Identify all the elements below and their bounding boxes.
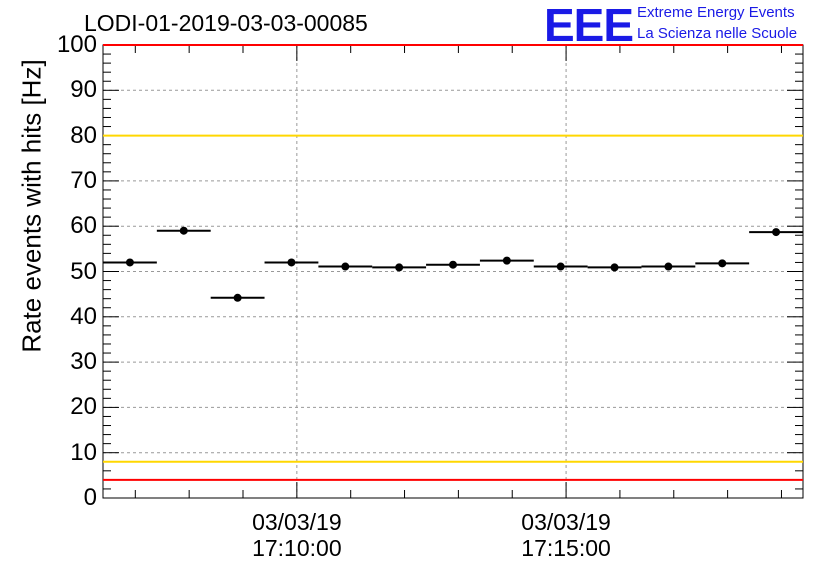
data-point: [556, 262, 565, 271]
data-point: [395, 263, 404, 272]
eee-logo-mark: EEE: [544, 0, 634, 51]
y-tick-label: 60: [70, 212, 97, 240]
data-point: [449, 260, 457, 269]
x-tick-label: 03/03/19 17:15:00: [496, 509, 636, 561]
y-tick-label: 50: [70, 257, 97, 285]
data-point: [718, 259, 727, 268]
y-tick-label: 10: [70, 438, 97, 466]
x-tick-date: 03/03/19: [252, 509, 342, 535]
y-tick-label: 40: [70, 302, 97, 330]
x-tick-time: 17:10:00: [252, 535, 342, 561]
x-tick-time: 17:15:00: [521, 535, 611, 561]
y-tick-label: 100: [56, 31, 97, 58]
y-tick-label: 80: [70, 121, 97, 149]
chart-title: LODI-01-2019-03-03-00085: [84, 10, 368, 36]
data-point: [610, 263, 619, 272]
logo-text-line1: Extreme Energy Events: [637, 4, 795, 21]
data-point: [179, 226, 188, 235]
data-point: [772, 228, 781, 237]
data-point: [287, 258, 296, 267]
y-tick-label: 0: [83, 484, 97, 511]
x-tick-date: 03/03/19: [521, 509, 611, 535]
y-tick-label: 90: [70, 76, 97, 104]
logo-text-line2: La Scienza nelle Scuole: [637, 25, 798, 42]
data-point: [233, 293, 242, 302]
data-point: [341, 262, 350, 271]
y-tick-label: 70: [70, 166, 97, 194]
x-tick-label: 03/03/19 17:10:00: [227, 509, 367, 561]
y-tick-label: 20: [70, 393, 97, 421]
y-tick-label: 30: [70, 348, 97, 376]
data-point: [664, 262, 673, 271]
data-point: [502, 256, 511, 265]
data-point: [125, 258, 134, 267]
